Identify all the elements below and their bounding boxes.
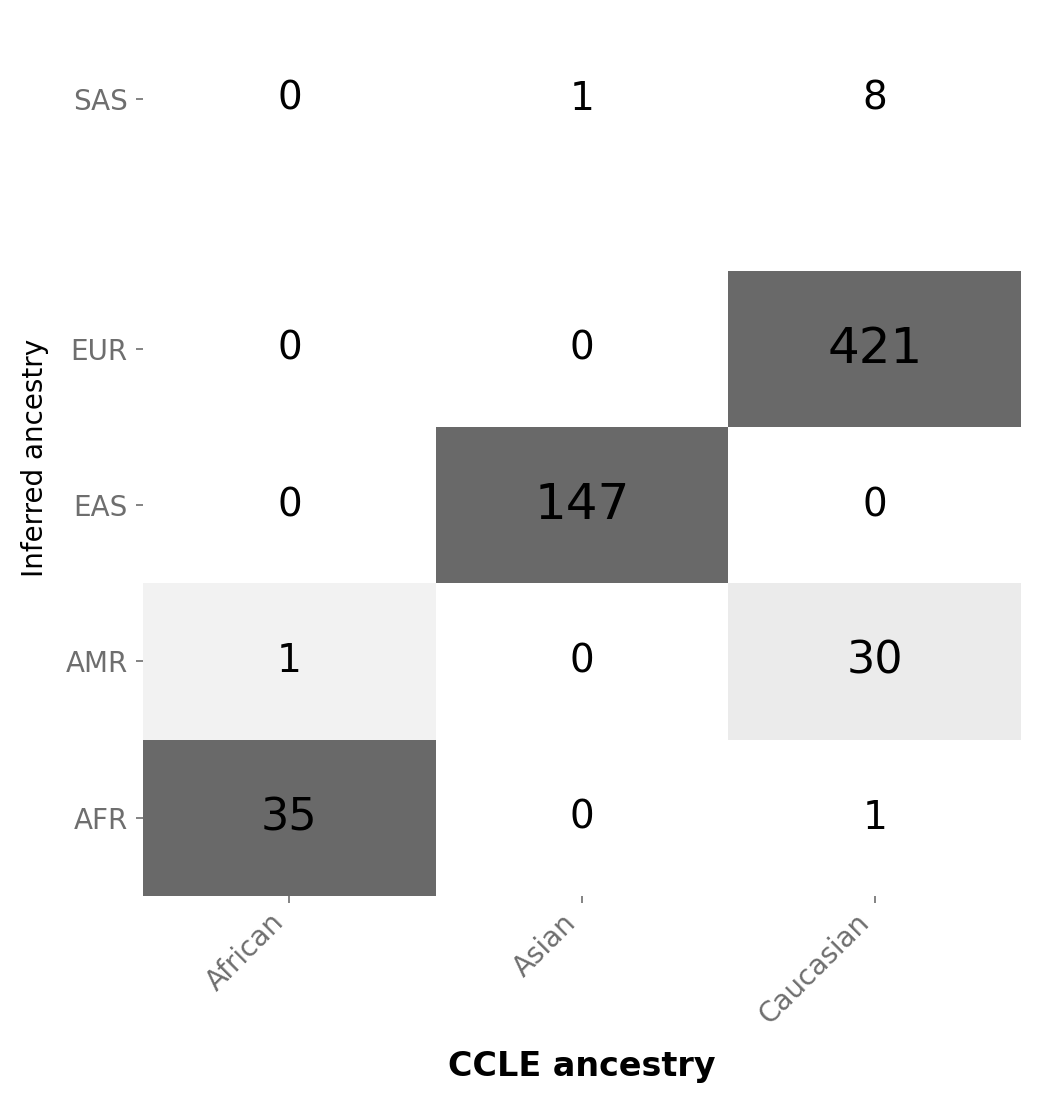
- Bar: [728, 270, 1021, 427]
- Text: 0: 0: [570, 643, 595, 680]
- Bar: [143, 583, 436, 740]
- Text: 147: 147: [535, 481, 629, 529]
- X-axis label: CCLE ancestry: CCLE ancestry: [448, 1050, 716, 1083]
- Text: 35: 35: [262, 796, 318, 839]
- Text: 0: 0: [277, 330, 302, 368]
- Text: 8: 8: [863, 79, 887, 118]
- Text: 421: 421: [827, 325, 922, 373]
- Bar: [436, 427, 728, 583]
- Text: 1: 1: [277, 643, 302, 680]
- Text: 1: 1: [863, 798, 887, 837]
- Bar: [143, 740, 436, 895]
- Text: 30: 30: [846, 640, 903, 683]
- Text: 1: 1: [570, 79, 595, 118]
- Text: 0: 0: [570, 798, 595, 837]
- Text: 0: 0: [863, 486, 887, 524]
- Y-axis label: Inferred ancestry: Inferred ancestry: [21, 339, 49, 577]
- Bar: [728, 583, 1021, 740]
- Text: 0: 0: [570, 330, 595, 368]
- Text: 0: 0: [277, 79, 302, 118]
- Text: 0: 0: [277, 486, 302, 524]
